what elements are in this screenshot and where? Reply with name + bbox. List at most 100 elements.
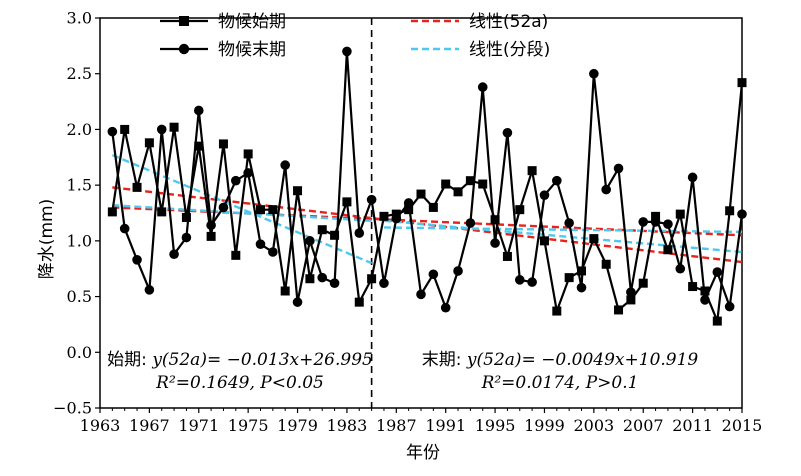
circle-marker: [552, 175, 562, 186]
legend-label: 线性(分段): [469, 40, 550, 60]
circle-marker: [626, 287, 636, 297]
x-tick-label: 1983: [327, 416, 368, 435]
square-marker: [416, 189, 426, 199]
square-marker: [132, 182, 142, 192]
square-marker: [502, 251, 512, 261]
square-marker: [144, 138, 154, 148]
circle-marker: [539, 190, 550, 200]
square-marker: [552, 306, 562, 316]
y-axis-label: 降水(mm): [37, 199, 57, 279]
right-stats: R²=0.0174, P>0.1: [481, 373, 639, 393]
x-tick-label: 1971: [178, 416, 219, 435]
circle-marker: [144, 285, 155, 295]
square-marker: [181, 212, 191, 222]
circle-marker: [317, 272, 328, 283]
circle-marker: [342, 46, 352, 57]
x-tick-label: 1995: [475, 416, 516, 435]
square-marker: [465, 176, 475, 186]
square-marker: [638, 278, 648, 288]
circle-marker: [737, 209, 747, 219]
circle-marker: [366, 194, 377, 205]
circle-marker: [613, 163, 624, 174]
circle-marker: [329, 278, 340, 289]
circle-marker: [280, 160, 290, 170]
square-marker: [218, 139, 228, 149]
square-marker: [120, 124, 130, 134]
square-marker: [626, 295, 636, 305]
square-marker: [675, 209, 685, 219]
x-axis-label: 年份: [406, 443, 440, 463]
legend-label: 线性(52a): [469, 12, 548, 32]
x-tick-label: 1991: [425, 416, 466, 435]
left-equation-formula: y(52a)= −0.013x+26.995: [151, 350, 373, 370]
square-marker: [293, 186, 303, 196]
square-marker: [231, 250, 241, 260]
square-marker: [478, 179, 488, 189]
circle-marker: [477, 82, 488, 92]
y-tick-label: 2.5: [67, 64, 92, 83]
trend-line-segment: [383, 219, 743, 254]
square-marker: [305, 274, 315, 284]
circle-marker: [601, 184, 611, 195]
circle-marker: [305, 236, 315, 246]
square-marker: [428, 202, 438, 212]
square-marker: [663, 245, 673, 255]
square-marker: [379, 211, 389, 221]
square-marker: [354, 297, 364, 307]
circle-marker: [440, 302, 451, 313]
square-marker: [589, 234, 599, 244]
square-marker: [651, 211, 661, 221]
circle-marker: [576, 282, 587, 293]
x-tick-label: 2011: [672, 416, 713, 435]
circle-marker: [403, 198, 414, 208]
y-tick-label: 1.0: [67, 231, 92, 250]
square-marker: [601, 259, 611, 269]
square-marker: [342, 197, 352, 207]
data-series: [107, 46, 747, 326]
square-marker: [725, 206, 735, 216]
y-tick-label: 0.5: [67, 287, 92, 306]
circle-marker: [354, 228, 365, 238]
x-tick-label: 2003: [573, 416, 614, 435]
circle-marker: [156, 124, 167, 135]
square-marker: [169, 122, 179, 132]
circle-marker: [391, 213, 402, 224]
y-tick-label: 3.0: [67, 9, 92, 28]
y-tick-label: 1.5: [67, 176, 92, 195]
legend-square-marker: [179, 16, 189, 26]
square-marker: [490, 215, 500, 225]
circle-marker: [589, 68, 599, 79]
square-marker: [614, 305, 624, 315]
circle-marker: [465, 218, 476, 228]
square-marker: [206, 231, 216, 241]
series-line: [111, 51, 744, 312]
circle-marker: [193, 105, 204, 116]
x-tick-label: 1975: [228, 416, 269, 435]
left-equation: 始期: y(52a)= −0.013x+26.995: [107, 350, 373, 370]
circle-marker: [663, 219, 673, 229]
square-marker: [539, 236, 549, 246]
circle-marker: [712, 267, 723, 277]
circle-marker: [231, 175, 241, 186]
legend-circle-marker: [178, 43, 190, 55]
square-marker: [515, 205, 525, 215]
circle-marker: [675, 263, 686, 274]
x-tick-label: 1963: [80, 416, 121, 435]
legend-label: 物候末期: [218, 40, 286, 60]
square-marker: [712, 316, 722, 326]
y-tick-label: 2.0: [67, 120, 92, 139]
x-tick-label: 1967: [129, 416, 170, 435]
circle-marker: [268, 247, 278, 257]
square-marker: [737, 78, 747, 88]
square-marker: [527, 166, 537, 176]
right-equation-formula: y(52a)= −0.0049x+10.919: [466, 350, 699, 370]
legend-label: 物候始期: [218, 12, 286, 32]
circle-marker: [490, 238, 500, 248]
circle-marker: [724, 301, 735, 312]
y-tick-label: 0.0: [67, 343, 92, 362]
square-marker: [157, 207, 167, 217]
circle-marker: [564, 218, 574, 228]
x-tick-label: 2015: [722, 416, 763, 435]
y-tick-label: −0.5: [53, 399, 92, 418]
